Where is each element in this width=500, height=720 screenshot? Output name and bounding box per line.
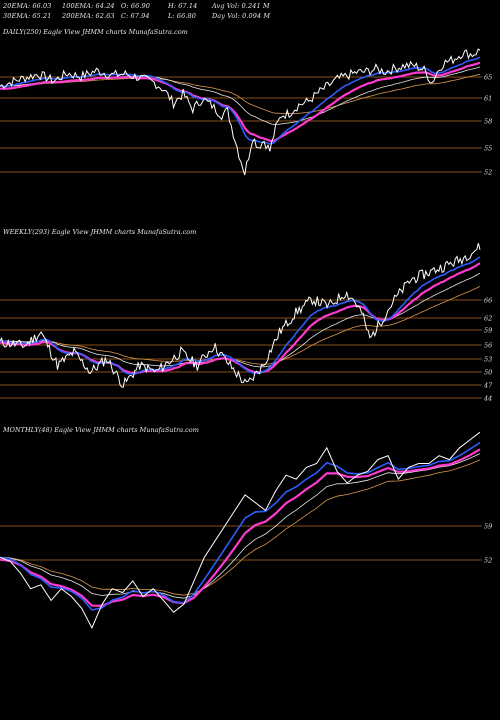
weekly-ema-blue-line [0, 256, 481, 376]
weekly-ytick-label: 66 [484, 297, 492, 305]
daily-ytick-label: 55 [484, 145, 492, 153]
weekly-ytick-label: 50 [484, 369, 492, 377]
weekly-price-line [0, 243, 481, 388]
header-ema30: 30EMA: 65.21 [3, 12, 52, 20]
monthly-ema-white-line [0, 453, 481, 599]
header-low: L: 66.80 [168, 12, 196, 20]
monthly-ytick-label: 52 [484, 557, 492, 565]
daily-chart-title: DAILY(250) Eagle View JHMM charts Munafa… [3, 28, 188, 36]
monthly-chart-title: MONTHLY(48) Eagle View JHMM charts Munaf… [3, 426, 199, 434]
header-close: C: 67.94 [121, 12, 150, 20]
weekly-ytick-label: 59 [484, 327, 492, 335]
daily-ytick-label: 52 [484, 169, 492, 177]
monthly-ema-orange-line [0, 459, 481, 596]
weekly-ytick-label: 53 [484, 356, 492, 364]
weekly-ytick-label: 47 [483, 382, 493, 390]
monthly-price-line [0, 431, 481, 629]
header-ema200: 200EMA: 62.63 [62, 12, 115, 20]
header-day-vol: Day Vol: 0.094 M [212, 12, 271, 20]
daily-ema-orange-line [0, 73, 481, 115]
header-avg-vol: Avg Vol: 0.241 M [212, 2, 270, 10]
monthly-ema-magenta-line [0, 448, 481, 608]
weekly-chart-title: WEEKLY(293) Eagle View JHMM charts Munaf… [3, 228, 197, 236]
weekly-ema-orange-line [0, 285, 481, 365]
weekly-ytick-label: 44 [483, 395, 492, 403]
daily-ytick-label: 65 [484, 74, 492, 82]
header-high: H: 67.14 [168, 2, 198, 10]
weekly-ytick-label: 56 [484, 342, 492, 350]
header-open: O: 66.90 [121, 2, 150, 10]
daily-ema-magenta-line [0, 61, 481, 142]
daily-price-line [0, 48, 481, 176]
header-ema100: 100EMA: 64.24 [62, 2, 115, 10]
daily-ytick-label: 61 [484, 95, 492, 103]
weekly-ema-white-line [0, 272, 481, 368]
monthly-ema-blue-line [0, 441, 481, 611]
daily-ytick-label: 58 [484, 118, 492, 126]
monthly-ytick-label: 59 [484, 523, 492, 531]
weekly-ytick-label: 62 [484, 315, 492, 323]
header-ema20: 20EMA: 66.03 [3, 2, 52, 10]
daily-ema-blue-line [0, 56, 481, 145]
